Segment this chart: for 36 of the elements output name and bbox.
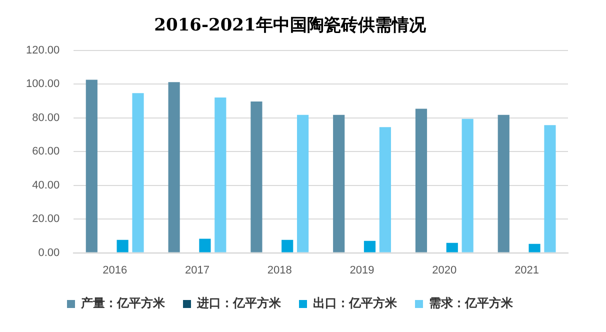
- bar: [86, 80, 98, 252]
- y-tick-label: 20.00: [32, 213, 60, 226]
- chart-title: 2016-2021年中国陶瓷砖供需情况: [154, 16, 427, 36]
- y-tick-label: 80.00: [32, 112, 60, 124]
- legend-label: 产量：亿平方米: [80, 296, 166, 310]
- bar: [116, 240, 128, 252]
- x-tick-label: 2019: [350, 264, 374, 276]
- bar: [297, 114, 309, 252]
- bar: [415, 108, 428, 252]
- bar: [364, 240, 376, 252]
- x-tick-label: 2016: [102, 264, 128, 276]
- bar: [498, 114, 510, 252]
- bar: [168, 82, 180, 252]
- bar: [199, 238, 211, 252]
- legend-label: 进口：亿平方米: [196, 296, 282, 310]
- bar: [446, 242, 458, 252]
- bar: [132, 93, 144, 252]
- bar: [250, 102, 262, 252]
- bar: [462, 118, 474, 252]
- legend-label: 需求：亿平方米: [429, 296, 514, 310]
- bar: [282, 240, 294, 252]
- y-tick-label: 40.00: [32, 179, 60, 192]
- legend-label: 出口：亿平方米: [313, 296, 398, 310]
- bar: [544, 125, 556, 252]
- y-tick-label: 60.00: [32, 146, 60, 158]
- y-tick-label: 100.00: [26, 78, 60, 90]
- bar: [379, 127, 391, 252]
- y-tick-label: 120.00: [26, 44, 60, 56]
- x-tick-label: 2021: [514, 264, 540, 276]
- x-tick-label: 2017: [184, 264, 210, 276]
- bar: [333, 114, 345, 252]
- x-tick-label: 2018: [267, 264, 292, 276]
- y-tick-label: 0.00: [38, 246, 60, 259]
- bar: [528, 244, 540, 252]
- bar: [214, 97, 226, 252]
- x-tick-label: 2020: [432, 264, 457, 276]
